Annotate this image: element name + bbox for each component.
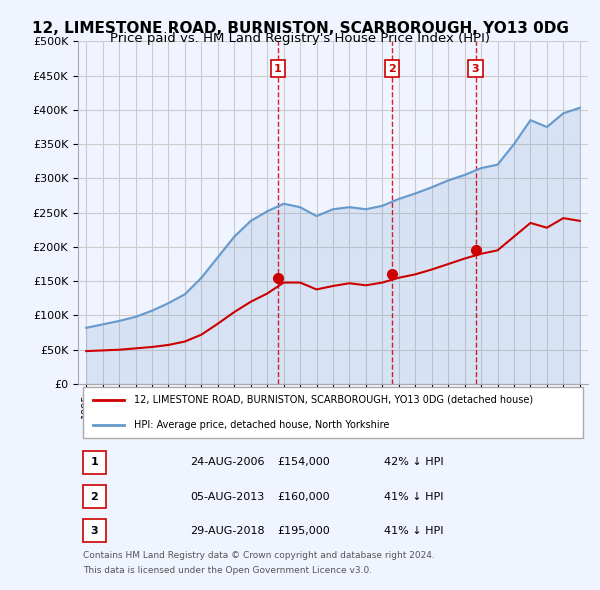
Text: 29-AUG-2018: 29-AUG-2018: [190, 526, 265, 536]
Text: Price paid vs. HM Land Registry's House Price Index (HPI): Price paid vs. HM Land Registry's House …: [110, 32, 490, 45]
Text: 42% ↓ HPI: 42% ↓ HPI: [384, 457, 443, 467]
Text: This data is licensed under the Open Government Licence v3.0.: This data is licensed under the Open Gov…: [83, 566, 372, 575]
FancyBboxPatch shape: [83, 387, 583, 438]
Text: 12, LIMESTONE ROAD, BURNISTON, SCARBOROUGH, YO13 0DG (detached house): 12, LIMESTONE ROAD, BURNISTON, SCARBOROU…: [134, 395, 533, 405]
Text: 1: 1: [274, 64, 281, 74]
Text: 41% ↓ HPI: 41% ↓ HPI: [384, 526, 443, 536]
Text: 2: 2: [91, 491, 98, 502]
Text: 24-AUG-2006: 24-AUG-2006: [190, 457, 265, 467]
FancyBboxPatch shape: [83, 485, 106, 509]
Text: 3: 3: [472, 64, 479, 74]
Text: HPI: Average price, detached house, North Yorkshire: HPI: Average price, detached house, Nort…: [134, 420, 389, 430]
FancyBboxPatch shape: [83, 451, 106, 474]
Text: £195,000: £195,000: [277, 526, 329, 536]
Text: 2: 2: [388, 64, 396, 74]
Text: Contains HM Land Registry data © Crown copyright and database right 2024.: Contains HM Land Registry data © Crown c…: [83, 551, 435, 560]
Text: 3: 3: [91, 526, 98, 536]
Text: £160,000: £160,000: [277, 491, 329, 502]
Text: 41% ↓ HPI: 41% ↓ HPI: [384, 491, 443, 502]
Text: 05-AUG-2013: 05-AUG-2013: [190, 491, 265, 502]
Text: £154,000: £154,000: [277, 457, 329, 467]
Text: 1: 1: [91, 457, 98, 467]
Text: 12, LIMESTONE ROAD, BURNISTON, SCARBOROUGH, YO13 0DG: 12, LIMESTONE ROAD, BURNISTON, SCARBOROU…: [32, 21, 568, 35]
FancyBboxPatch shape: [83, 519, 106, 542]
